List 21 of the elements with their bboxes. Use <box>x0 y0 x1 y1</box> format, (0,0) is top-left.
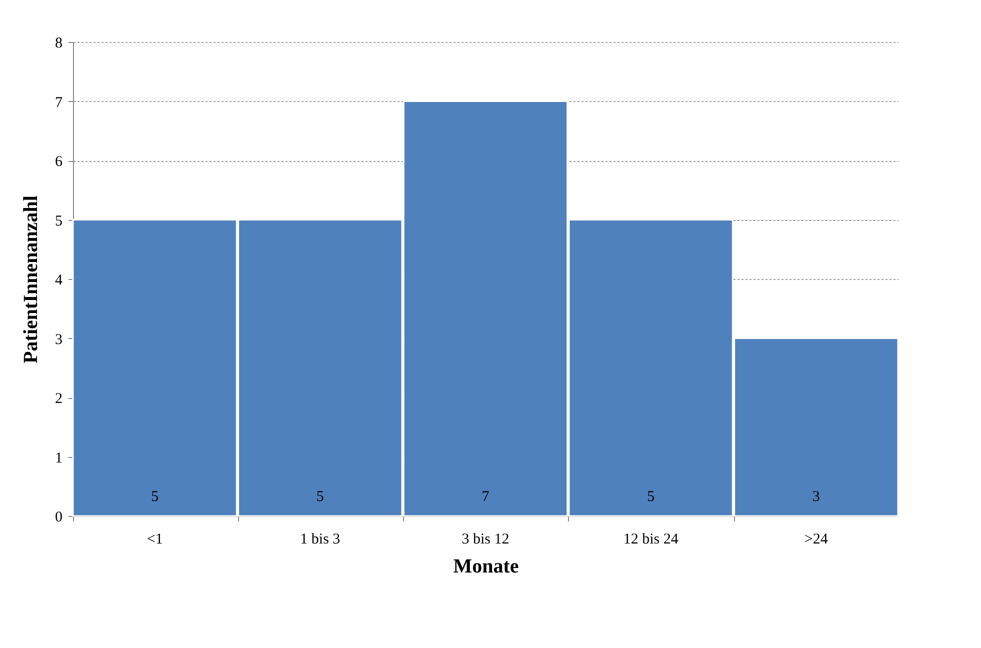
y-tick-label: 3 <box>55 332 62 348</box>
y-tick-label: 5 <box>55 213 62 230</box>
data-label: 5 <box>151 489 159 505</box>
data-label: 5 <box>647 489 655 505</box>
x-tick-label: 3 bis 12 <box>462 532 510 548</box>
y-tick-label: 6 <box>55 154 63 170</box>
y-tick-label: 0 <box>55 510 62 526</box>
data-label: 5 <box>316 489 324 505</box>
x-tick-label: <1 <box>146 532 163 548</box>
x-axis-title: Monate <box>453 556 519 578</box>
x-tick-label: 1 bis 3 <box>300 532 340 548</box>
y-tick-label: 2 <box>55 391 62 407</box>
y-axis-title: PatientInnenanzahl <box>20 195 42 364</box>
x-tick-label: >24 <box>804 532 828 548</box>
y-tick-label: 4 <box>55 272 63 288</box>
x-tick-label: 12 bis 24 <box>623 532 679 548</box>
y-tick-label: 1 <box>55 450 62 466</box>
data-label: 7 <box>482 489 490 505</box>
y-tick-label: 7 <box>55 94 63 111</box>
y-tick-label: 8 <box>55 36 62 52</box>
data-label: 3 <box>812 489 820 505</box>
